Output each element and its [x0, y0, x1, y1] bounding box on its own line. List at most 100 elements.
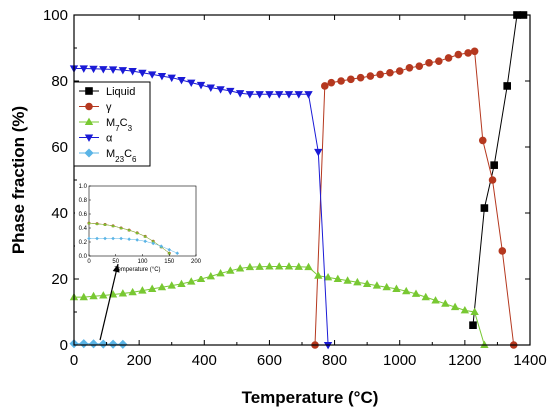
data-point-series: [356, 73, 365, 82]
data-point-m7c3: [402, 286, 411, 295]
legend-label-liquid: Liquid: [106, 86, 135, 98]
data-point-series: [488, 176, 497, 184]
data-point-liquid: [490, 161, 498, 169]
arrow-head: [112, 264, 120, 273]
data-point-series: [275, 91, 284, 99]
data-point-series: [147, 71, 157, 79]
data-point-series: [304, 91, 313, 99]
data-point-series: [245, 91, 255, 99]
data-point-series: [235, 90, 245, 98]
inset-x-tick-label: 0: [87, 259, 91, 265]
data-point-series: [337, 77, 345, 85]
data-point-m7c3: [226, 266, 235, 274]
data-point-m7c3: [333, 274, 343, 283]
legend-label-m7c3: M7C3: [106, 117, 133, 133]
data-point-m7c3: [147, 284, 157, 292]
data-point-series: [294, 91, 303, 99]
data-point-series: [255, 91, 264, 99]
inset-data-point-m23c6: [159, 244, 164, 248]
data-point-m7c3: [187, 277, 196, 285]
data-point-series: [405, 64, 414, 72]
data-point-m23c6: [98, 339, 108, 349]
main-plot-marks: [69, 11, 528, 350]
data-point-m7c3: [450, 302, 460, 311]
inset-data-point-m7c3: [119, 226, 123, 230]
inset-data-point-m23c6: [103, 236, 107, 241]
inset-data-point-m7c3: [103, 222, 107, 226]
data-point-series: [128, 68, 137, 76]
y-tick-label: 60: [51, 139, 68, 156]
data-point-series: [498, 247, 507, 255]
data-point-m7c3: [235, 264, 245, 272]
inset-x-axis-title: Temperature (°C): [114, 267, 160, 273]
inset-data-point-m23c6: [151, 241, 155, 246]
arrow-line: [99, 263, 119, 341]
data-point-m7c3: [275, 262, 284, 270]
data-point-series: [196, 81, 206, 90]
data-point-series: [366, 72, 375, 80]
inset-data-point-m7c3: [135, 231, 139, 235]
data-point-m7c3: [79, 292, 88, 301]
data-point-series: [177, 76, 186, 85]
y-tick-label: 100: [43, 7, 68, 24]
data-point-series: [395, 67, 404, 75]
x-tick-label: 0: [70, 352, 78, 369]
inset-data-point-m7c3: [167, 251, 171, 255]
legend-marker-m7c3: [84, 117, 94, 126]
data-point-m7c3: [255, 262, 264, 270]
data-point-series: [323, 341, 333, 350]
data-point-m23c6: [118, 339, 128, 349]
data-point-m7c3: [196, 274, 206, 283]
data-point-m7c3: [118, 289, 128, 297]
data-point-liquid: [469, 321, 477, 329]
data-point-series: [157, 73, 167, 81]
x-tick-label: 1200: [448, 352, 481, 369]
inset-data-point-m7c3: [111, 224, 115, 228]
legend-label-m23c6: M23C6: [106, 148, 137, 164]
x-tick-label: 200: [127, 352, 152, 369]
data-point-series: [478, 136, 487, 145]
data-point-m7c3: [294, 262, 303, 270]
inset-arrow: [99, 263, 120, 341]
inset-data-point-m7c3: [87, 221, 91, 225]
data-point-m7c3: [470, 307, 479, 316]
data-point-m7c3: [265, 262, 274, 270]
legend-marker-liquid: [85, 87, 93, 95]
inset-data-point-m7c3: [143, 234, 147, 238]
y-tick-label: 40: [51, 205, 68, 222]
data-point-m7c3: [353, 277, 362, 286]
legend-label-series: α: [106, 133, 113, 145]
data-point-m7c3: [362, 279, 372, 287]
data-point-series: [347, 75, 355, 84]
inset-x-tick-label: 150: [164, 259, 175, 265]
data-point-series: [138, 69, 147, 78]
data-point-m7c3: [304, 262, 313, 271]
x-axis-title: Temperature (°C): [242, 388, 379, 407]
data-point-series: [265, 91, 274, 99]
y-tick-label: 20: [51, 271, 68, 288]
data-point-series: [415, 62, 424, 70]
inset-data-point-m23c6: [119, 236, 123, 241]
data-point-series: [327, 78, 336, 87]
legend-label-series: γ: [106, 102, 112, 114]
inset-y-tick-label: 0.2: [79, 240, 88, 246]
x-tick-label: 400: [192, 352, 217, 369]
data-point-series: [118, 67, 128, 75]
data-point-m7c3: [431, 296, 440, 304]
inset-data-point-m23c6: [143, 239, 147, 244]
data-point-series: [425, 59, 433, 67]
data-point-m7c3: [314, 271, 323, 279]
inset-y-tick-label: 1.0: [79, 184, 88, 190]
legend-marker-series: [85, 102, 93, 111]
inset-chart: 0 50 100 150 200 0.0 0.2 0.4 0.6 0.8 1.0 Temperatur…: [75, 183, 204, 276]
inset-x-tick-label: 50: [112, 259, 119, 265]
data-point-m23c6: [108, 339, 118, 349]
x-tick-label: 600: [257, 352, 282, 369]
data-point-series: [89, 65, 98, 74]
data-point-series: [314, 148, 323, 157]
inset-y-tick-label: 0.8: [79, 198, 88, 204]
data-point-series: [216, 86, 225, 94]
data-point-series: [187, 79, 196, 88]
